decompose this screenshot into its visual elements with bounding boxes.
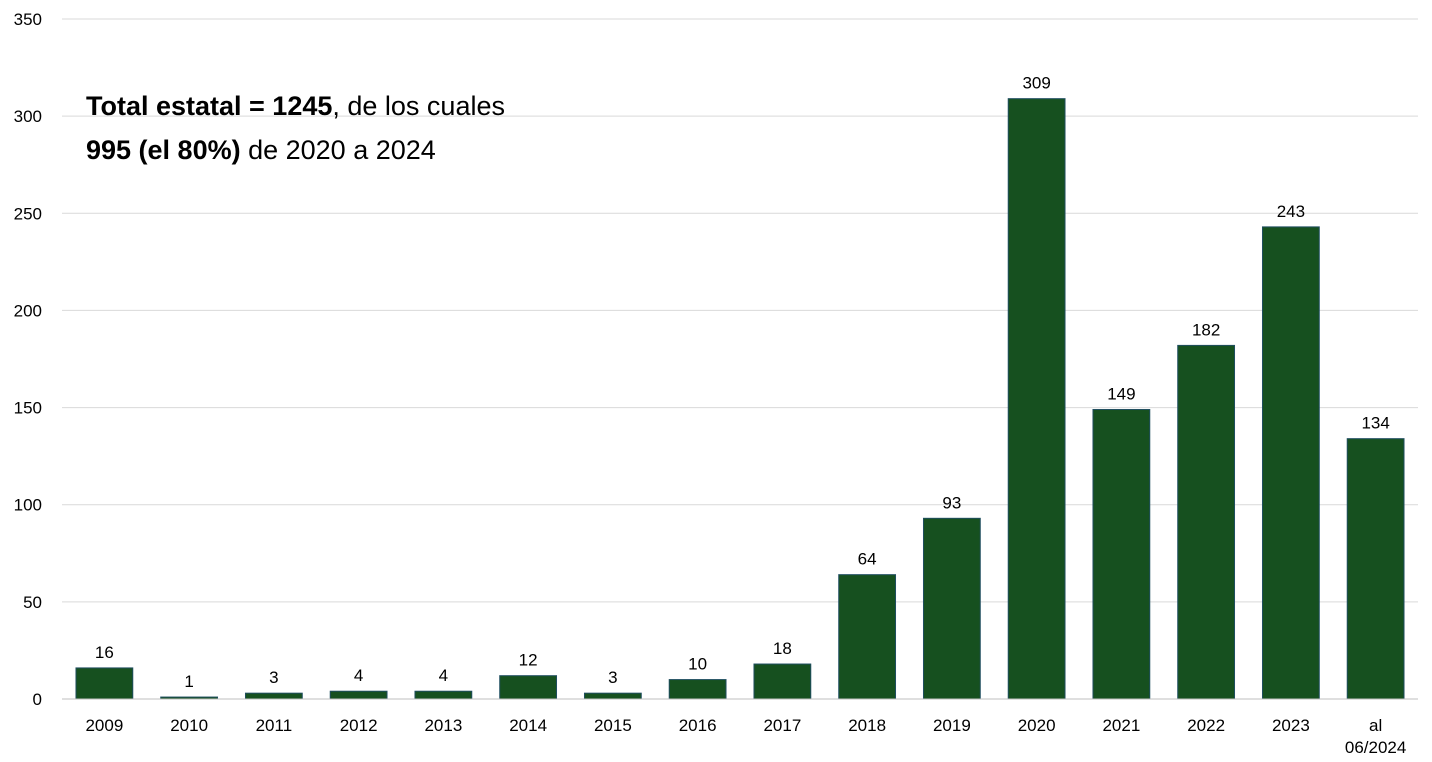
y-tick-label-150: 150 (14, 399, 42, 418)
bars (75, 98, 1405, 700)
bar-2016 (668, 679, 727, 700)
bar-2023 (1261, 226, 1320, 700)
y-tick-label-200: 200 (14, 301, 42, 320)
y-tick-label-50: 50 (23, 593, 42, 612)
y-tick-label-100: 100 (14, 496, 42, 515)
data-label-2015: 3 (608, 668, 617, 687)
bar-2014 (499, 675, 558, 700)
x-tick-label-2012: 2012 (340, 716, 378, 735)
y-tick-label-250: 250 (14, 204, 42, 223)
x-axis: 2009 2010 2011 2012 2013 2014 2015 2016 2017 2018… (62, 698, 1418, 757)
data-label-2020: 309 (1022, 74, 1050, 93)
gridlines (62, 18, 1418, 603)
chart-annotation: Total estatal = 1245, de los cuales 995 … (86, 84, 505, 172)
data-label-2021: 149 (1107, 385, 1135, 404)
data-label-2010: 1 (184, 672, 193, 691)
data-label-2011: 3 (269, 668, 278, 687)
data-label-al-06-2024: 134 (1361, 414, 1389, 433)
y-axis: 0 50 100 150 200 250 300 350 (14, 10, 42, 709)
bar-2021 (1092, 409, 1151, 700)
y-tick-label-300: 300 (14, 107, 42, 126)
bar-2013 (414, 690, 473, 700)
x-tick-label-2022: 2022 (1187, 716, 1225, 735)
x-tick-label-2019: 2019 (933, 716, 971, 735)
x-tick-label-2020: 2020 (1018, 716, 1056, 735)
bar-2009 (75, 667, 134, 700)
bar-2018 (838, 574, 897, 700)
data-label-2017: 18 (773, 639, 792, 658)
data-label-2009: 16 (95, 643, 114, 662)
x-tick-label-2013: 2013 (424, 716, 462, 735)
x-tick-label-2017: 2017 (763, 716, 801, 735)
x-tick-label-2014: 2014 (509, 716, 547, 735)
annotation-total-rest: , de los cuales (332, 91, 505, 121)
bar-2012 (329, 690, 388, 700)
data-label-2014: 12 (519, 651, 538, 670)
bar-2019 (922, 517, 981, 700)
annotation-share: 995 (el 80%) (86, 135, 241, 165)
data-label-2012: 4 (354, 666, 363, 685)
bar-al-06-2024 (1346, 438, 1405, 700)
annotation-line-2: 995 (el 80%) de 2020 a 2024 (86, 128, 505, 172)
bar-2017 (753, 663, 812, 700)
x-tick-label-al-06-2024: al 06/2024 (1345, 716, 1406, 757)
data-label-2018: 64 (858, 550, 877, 569)
bar-2020 (1007, 98, 1066, 700)
bar-2022 (1177, 344, 1236, 700)
x-tick-label-2016: 2016 (679, 716, 717, 735)
x-tick-label-2010: 2010 (170, 716, 208, 735)
x-tick-label-2023: 2023 (1272, 716, 1310, 735)
x-tick-label-2011: 2011 (256, 716, 293, 735)
data-label-2023: 243 (1277, 202, 1305, 221)
x-tick-label-2018: 2018 (848, 716, 886, 735)
bar-2015 (583, 692, 642, 700)
data-label-2013: 4 (439, 666, 448, 685)
data-label-2016: 10 (688, 655, 707, 674)
annotation-total: Total estatal = 1245 (86, 91, 333, 121)
data-label-2022: 182 (1192, 320, 1220, 339)
x-tick-label-2009: 2009 (85, 716, 123, 735)
x-tick-label-2015: 2015 (594, 716, 632, 735)
bar-2011 (244, 692, 303, 700)
y-tick-label-0: 0 (33, 690, 42, 709)
x-tick-label-2021: 2021 (1102, 716, 1140, 735)
annotation-line-1: Total estatal = 1245, de los cuales (86, 84, 505, 128)
y-tick-label-350: 350 (14, 10, 42, 29)
data-label-2019: 93 (942, 493, 961, 512)
annotation-share-rest: de 2020 a 2024 (240, 135, 436, 165)
